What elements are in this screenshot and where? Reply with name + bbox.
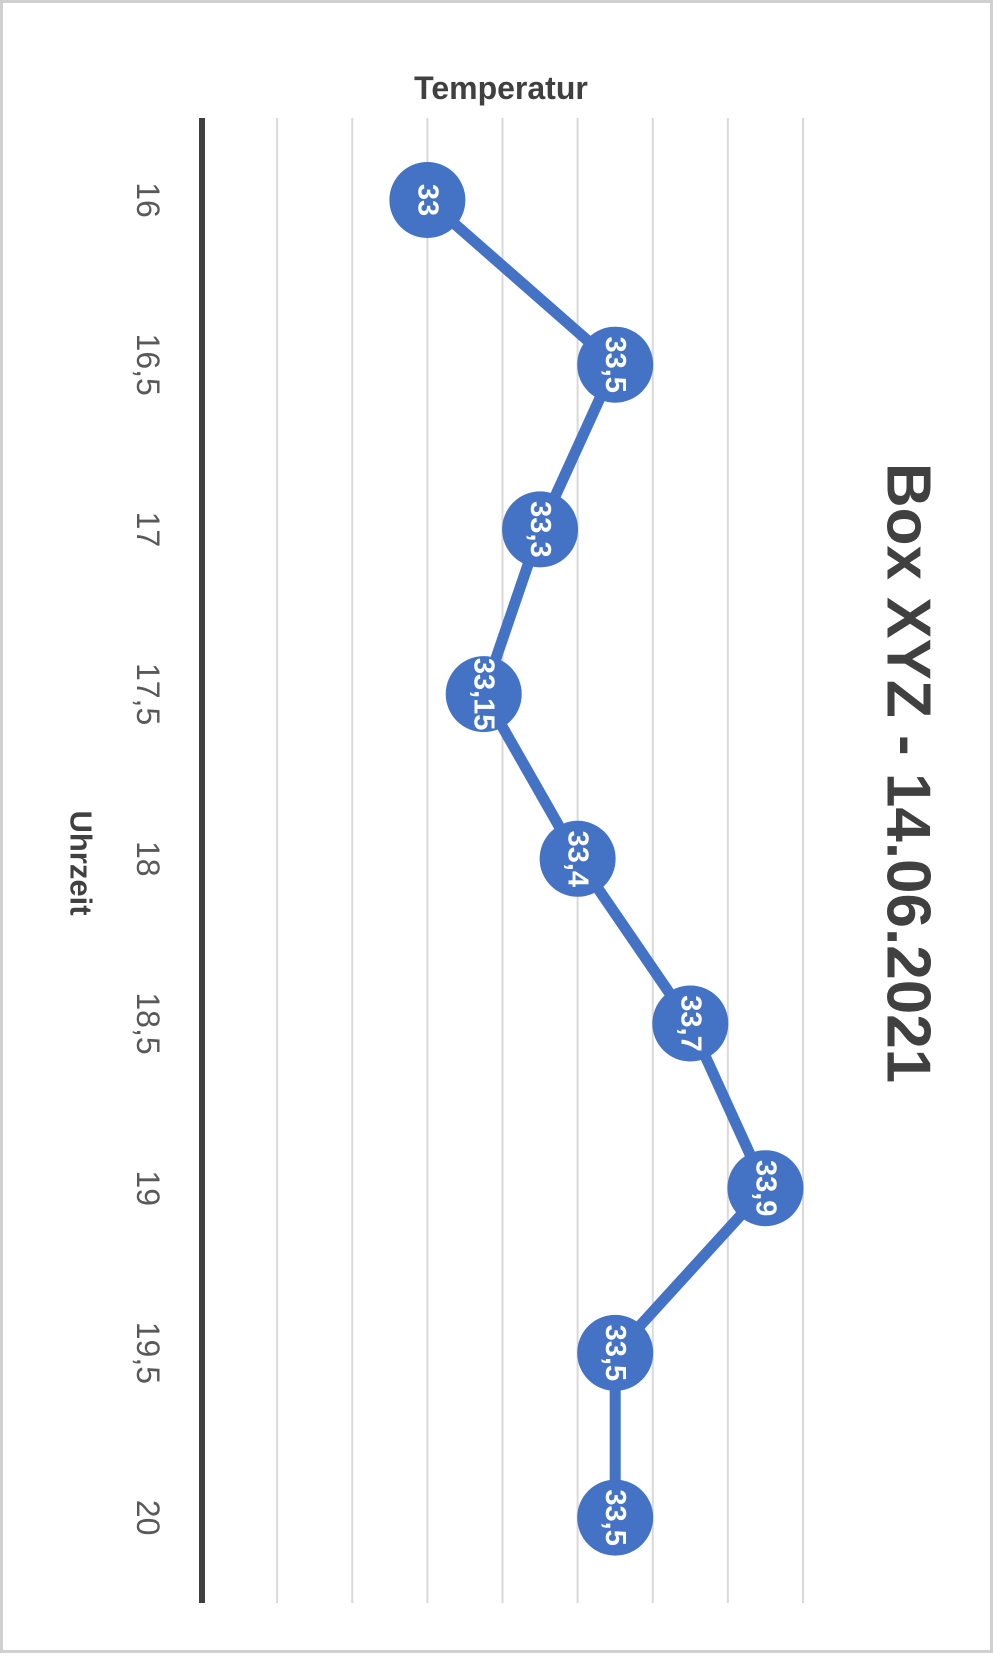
data-label: 33,5 — [599, 1489, 631, 1545]
data-point — [652, 985, 729, 1062]
data-point — [577, 1479, 654, 1556]
data-point — [577, 326, 654, 403]
data-point — [389, 162, 466, 238]
data-point — [502, 491, 579, 568]
x-tick-label: 17,5 — [130, 663, 166, 725]
data-point — [539, 820, 616, 897]
x-tick-label: 16,5 — [130, 334, 166, 396]
data-point — [577, 1314, 654, 1391]
y-axis-title: Temperatur — [414, 70, 588, 106]
x-tick-label: 19,5 — [130, 1322, 166, 1384]
data-label: 33,5 — [599, 336, 631, 392]
x-tick-label: 18 — [130, 841, 166, 877]
x-tick-label: 16 — [130, 182, 166, 218]
data-point — [445, 656, 522, 733]
x-tick-label: 19 — [130, 1170, 166, 1206]
data-label: 33,3 — [524, 501, 556, 557]
x-tick-labels: 16 16,5 17 17,5 18 18,5 19 19,5 20 — [130, 182, 166, 1535]
data-point — [727, 1150, 804, 1227]
data-label: 33,4 — [562, 831, 594, 887]
data-label: 33 — [411, 184, 443, 216]
data-label: 33,7 — [674, 995, 706, 1051]
x-tick-label: 17 — [130, 512, 166, 548]
data-label: 33,9 — [749, 1160, 781, 1216]
data-points: 33 33,5 33,3 33,15 33,4 33,7 33,9 33,5 33,5 — [389, 162, 804, 1556]
x-tick-label: 20 — [130, 1500, 166, 1536]
chart-title: Box XYZ - 14.06.2021 — [874, 463, 943, 1083]
data-label: 33,15 — [468, 658, 500, 731]
x-tick-label: 18,5 — [130, 992, 166, 1054]
x-axis-title: Uhrzeit — [64, 810, 99, 915]
data-label: 33,5 — [599, 1325, 631, 1381]
